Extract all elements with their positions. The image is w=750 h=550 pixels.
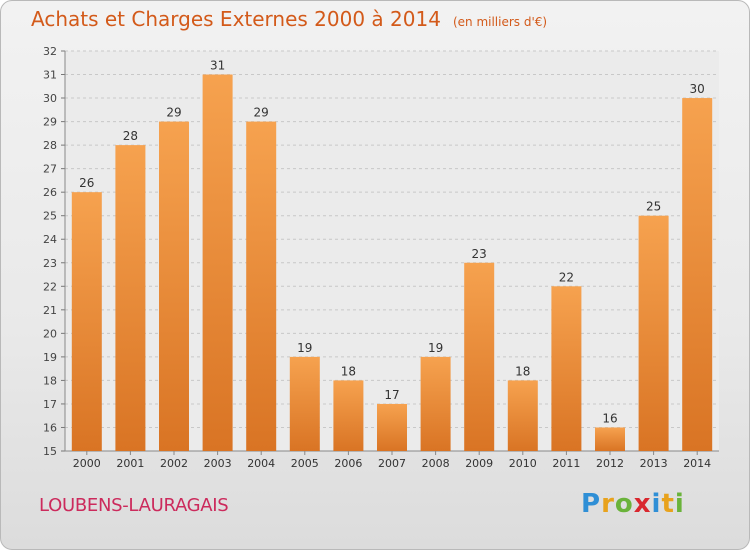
bar bbox=[289, 356, 320, 451]
bar-value-label: 18 bbox=[341, 364, 356, 378]
bar-value-label: 16 bbox=[602, 411, 617, 425]
chart-title-text: Achats et Charges Externes 2000 à 2014 bbox=[31, 7, 441, 31]
bar-value-label: 31 bbox=[210, 59, 225, 73]
x-tick-label: 2006 bbox=[334, 457, 362, 470]
x-tick-label: 2010 bbox=[509, 457, 537, 470]
chart-title: Achats et Charges Externes 2000 à 2014 (e… bbox=[31, 7, 547, 31]
x-tick-label: 2008 bbox=[422, 457, 450, 470]
y-tick-label: 21 bbox=[43, 304, 57, 317]
bar bbox=[464, 262, 495, 451]
logo-letter: i bbox=[674, 489, 685, 519]
bar bbox=[246, 121, 277, 452]
y-tick-label: 20 bbox=[43, 327, 57, 340]
x-tick-label: 2011 bbox=[552, 457, 580, 470]
y-tick-label: 19 bbox=[43, 351, 57, 364]
bar-value-label: 30 bbox=[690, 82, 705, 96]
bar bbox=[333, 380, 364, 451]
bar bbox=[638, 215, 669, 451]
bar-value-label: 25 bbox=[646, 200, 661, 214]
bar-value-label: 29 bbox=[166, 106, 181, 120]
y-tick-label: 28 bbox=[43, 139, 57, 152]
x-tick-label: 2012 bbox=[596, 457, 624, 470]
x-tick-label: 2005 bbox=[291, 457, 319, 470]
bar-value-label: 26 bbox=[79, 176, 94, 190]
y-tick-label: 16 bbox=[43, 421, 57, 434]
logo-letter: r bbox=[601, 489, 615, 519]
y-tick-label: 24 bbox=[43, 233, 57, 246]
logo-letter: x bbox=[633, 489, 652, 519]
bar bbox=[377, 403, 407, 451]
y-tick-label: 26 bbox=[43, 186, 57, 199]
x-tick-label: 2007 bbox=[378, 457, 406, 470]
bar bbox=[551, 286, 582, 451]
y-tick-label: 29 bbox=[43, 116, 57, 129]
logo-letter: i bbox=[651, 489, 662, 519]
bar bbox=[420, 356, 451, 451]
x-tick-label: 2001 bbox=[116, 457, 144, 470]
x-tick-label: 2013 bbox=[640, 457, 668, 470]
y-tick-label: 18 bbox=[43, 374, 57, 387]
bar bbox=[507, 380, 538, 451]
bar-value-label: 29 bbox=[254, 106, 269, 120]
y-tick-label: 25 bbox=[43, 210, 57, 223]
x-tick-label: 2000 bbox=[73, 457, 101, 470]
bar-value-label: 22 bbox=[559, 270, 574, 284]
y-tick-label: 27 bbox=[43, 163, 57, 176]
bar bbox=[202, 74, 233, 451]
x-tick-label: 2004 bbox=[247, 457, 275, 470]
bar-value-label: 18 bbox=[515, 364, 530, 378]
bar bbox=[595, 427, 625, 451]
bar-value-label: 19 bbox=[297, 341, 312, 355]
y-tick-label: 30 bbox=[43, 92, 57, 105]
bar bbox=[682, 98, 713, 451]
bar bbox=[159, 121, 189, 452]
x-tick-label: 2009 bbox=[465, 457, 493, 470]
y-tick-label: 31 bbox=[43, 69, 57, 82]
bar-value-label: 17 bbox=[384, 388, 399, 402]
logo-letter: t bbox=[661, 489, 675, 519]
x-tick-label: 2014 bbox=[683, 457, 711, 470]
y-tick-label: 32 bbox=[43, 45, 57, 58]
y-tick-label: 17 bbox=[43, 398, 57, 411]
bar-value-label: 23 bbox=[472, 247, 487, 261]
x-tick-label: 2002 bbox=[160, 457, 188, 470]
y-tick-label: 15 bbox=[43, 445, 57, 458]
bar bbox=[71, 192, 102, 452]
bar-value-label: 28 bbox=[123, 129, 138, 143]
proxiti-logo: Proxiti bbox=[581, 489, 685, 519]
logo-letter: o bbox=[614, 489, 634, 519]
y-tick-label: 22 bbox=[43, 280, 57, 293]
bar bbox=[115, 145, 146, 451]
commune-name: LOUBENS-LAURAGAIS bbox=[39, 495, 229, 516]
bar-value-label: 19 bbox=[428, 341, 443, 355]
logo-letter: P bbox=[581, 489, 602, 519]
y-tick-label: 23 bbox=[43, 257, 57, 270]
x-tick-label: 2003 bbox=[204, 457, 232, 470]
chart-unit: (en milliers d'€) bbox=[452, 15, 548, 29]
